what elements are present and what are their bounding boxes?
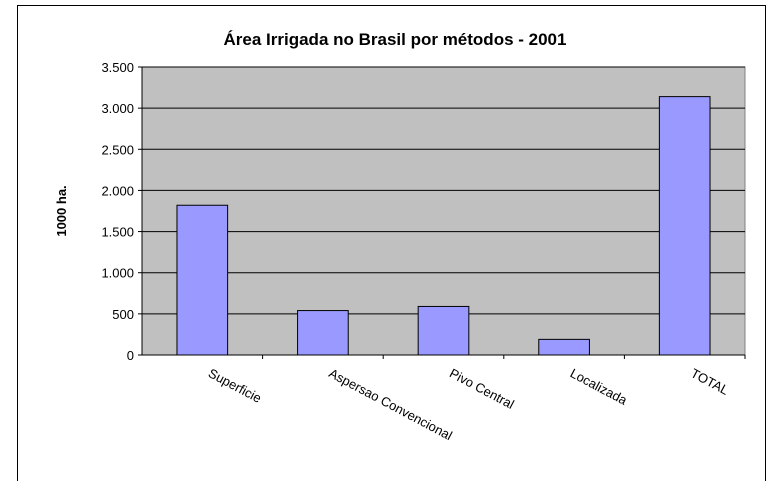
y-tick-label: 1.000 bbox=[101, 266, 134, 281]
y-tick-label: 500 bbox=[112, 307, 134, 322]
y-tick-label: 1.500 bbox=[101, 225, 134, 240]
y-tick-label: 2.500 bbox=[101, 142, 134, 157]
y-tick-label: 3.500 bbox=[101, 60, 134, 75]
bar bbox=[417, 305, 470, 356]
y-tick-label: 3.000 bbox=[101, 101, 134, 116]
bar bbox=[176, 204, 229, 356]
y-tick-label: 0 bbox=[127, 348, 134, 363]
bar bbox=[538, 338, 590, 356]
y-axis-label: 1000 ha. bbox=[54, 185, 69, 236]
chart-title: Área Irrigada no Brasil por métodos - 20… bbox=[224, 30, 567, 49]
bar bbox=[658, 96, 711, 356]
y-tick-label: 2.000 bbox=[101, 183, 134, 198]
bar bbox=[297, 310, 349, 356]
